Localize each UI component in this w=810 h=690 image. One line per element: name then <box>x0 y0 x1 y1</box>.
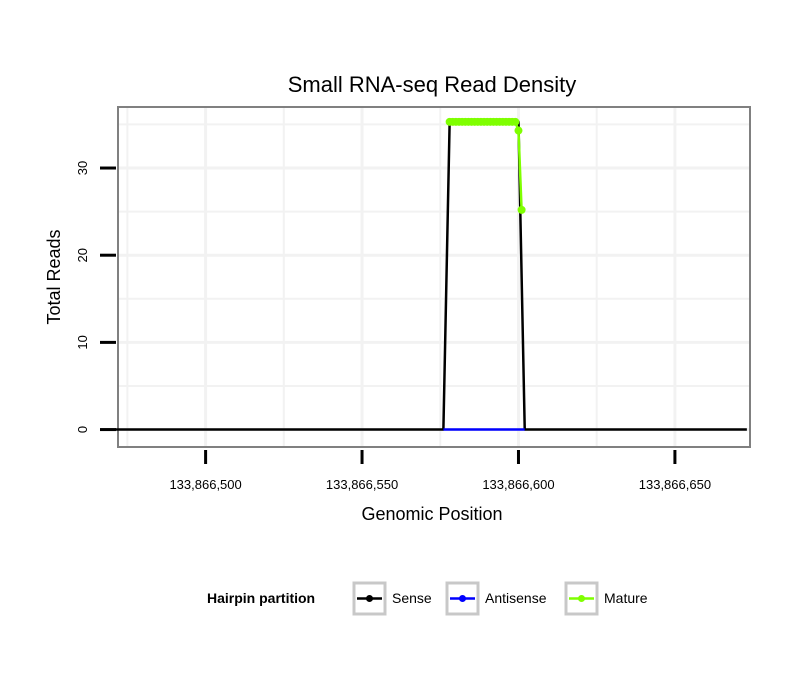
x-tick-label: 133,866,500 <box>169 477 241 492</box>
x-tick-label: 133,866,650 <box>639 477 711 492</box>
legend: Hairpin partition Sense Antisense Mature <box>207 581 648 616</box>
legend-label-sense: Sense <box>392 590 432 606</box>
y-tick-label: 0 <box>75 426 90 433</box>
data-point-mature <box>517 205 526 214</box>
y-tick-label: 20 <box>75 248 90 262</box>
plot-panel <box>117 106 751 448</box>
legend-label-mature: Mature <box>604 590 648 606</box>
x-axis-label: Genomic Position <box>361 504 502 524</box>
data-point-mature <box>514 126 523 135</box>
legend-title: Hairpin partition <box>207 590 315 606</box>
legend-point-sense <box>366 595 373 602</box>
legend-point-antisense <box>459 595 466 602</box>
data-point-mature <box>511 117 520 126</box>
legend-label-antisense: Antisense <box>485 590 547 606</box>
axes: 133,866,500 133,866,550 133,866,600 133,866… <box>75 161 711 492</box>
y-axis-label: Total Reads <box>44 229 64 324</box>
chart-title: Small RNA-seq Read Density <box>288 72 577 97</box>
x-tick-label: 133,866,550 <box>326 477 398 492</box>
series-layer <box>114 117 747 431</box>
y-tick-label: 30 <box>75 161 90 175</box>
x-tick-label: 133,866,600 <box>482 477 554 492</box>
legend-point-mature <box>578 595 585 602</box>
y-tick-label: 10 <box>75 335 90 349</box>
